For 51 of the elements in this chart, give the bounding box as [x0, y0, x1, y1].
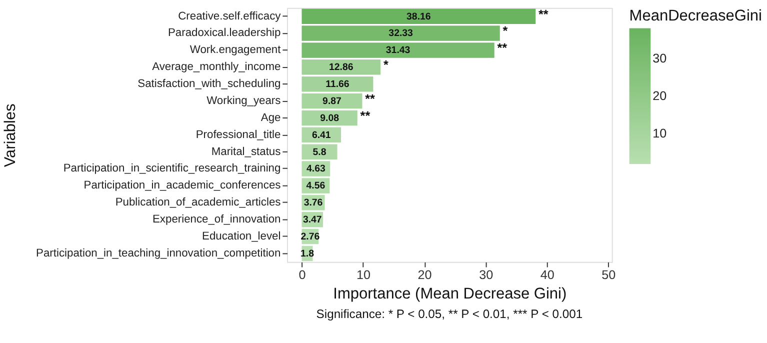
x-axis-title: Importance (Mean Decrease Gini)	[333, 285, 567, 302]
y-tick-label: Education_level	[202, 230, 281, 242]
y-tick-label: Publication_of_academic_articles	[115, 196, 282, 209]
annotation: **	[497, 41, 508, 56]
annotation: **	[538, 7, 548, 22]
y-tick-label: Age	[260, 112, 281, 124]
data-label: 12.86	[329, 62, 354, 74]
x-tick-label: 30	[479, 268, 494, 282]
y-tick-label: Marital_status	[211, 146, 282, 158]
y-tick-label: Experience_of_innovation	[152, 214, 281, 226]
data-label: 4.63	[306, 164, 326, 175]
x-tick-label: 50	[602, 268, 616, 282]
x-tick-label: 10	[356, 268, 371, 282]
data-label: 32.33	[388, 28, 414, 40]
color-bar-label: 20	[652, 88, 667, 103]
y-tick-label: Average_monthly_income	[152, 61, 281, 74]
color-bar-label: 30	[652, 52, 667, 66]
y-tick-label: Creative.self.efficacy	[178, 10, 282, 22]
legend-title: MeanDecreaseGini	[629, 7, 762, 24]
text: Significance: * P < 0.05, ** P < 0.01, *** P < 0.001	[316, 307, 583, 322]
annotation: **	[365, 92, 376, 106]
annotation: *	[502, 24, 508, 38]
y-tick-label: Satisfaction_with_scheduling	[138, 78, 281, 90]
data-label: 1.8	[300, 248, 315, 260]
y-axis-title: Variables	[2, 103, 20, 168]
data-label: 38.16	[406, 11, 432, 22]
y-tick-label: Participation_in_scientific_research_training	[63, 162, 281, 175]
x-tick-label: 20	[418, 268, 432, 282]
data-label: 6.41	[312, 130, 332, 141]
data-label: 11.66	[326, 79, 350, 90]
x-tick-label: 0	[298, 268, 306, 282]
y-tick-label: Work.engagement	[190, 44, 282, 56]
bar	[302, 8, 536, 24]
y-tick-label: Participation_in_academic_conferences	[84, 180, 282, 192]
y-tick-label: Participation_in_teaching_innovation_competition	[36, 247, 281, 260]
y-tick-label: Professional_title	[196, 128, 281, 141]
data-label: 5.8	[312, 146, 327, 158]
y-tick-label: Working_years	[206, 94, 282, 107]
data-label: 2.76	[300, 231, 320, 242]
annotation: *	[383, 58, 388, 72]
x-tick-label: 40	[540, 268, 554, 282]
data-label: 4.56	[306, 180, 326, 192]
data-label: 3.76	[304, 198, 324, 209]
data-label: 3.47	[302, 214, 322, 226]
y-tick-label: Paradoxical.leadership	[168, 27, 281, 40]
data-label: 31.43	[386, 45, 411, 56]
annotation: **	[360, 108, 370, 123]
data-label: 9.87	[322, 96, 342, 107]
bar	[302, 93, 362, 109]
color-bar-label: 10	[652, 126, 667, 140]
data-label: 9.08	[320, 112, 340, 124]
